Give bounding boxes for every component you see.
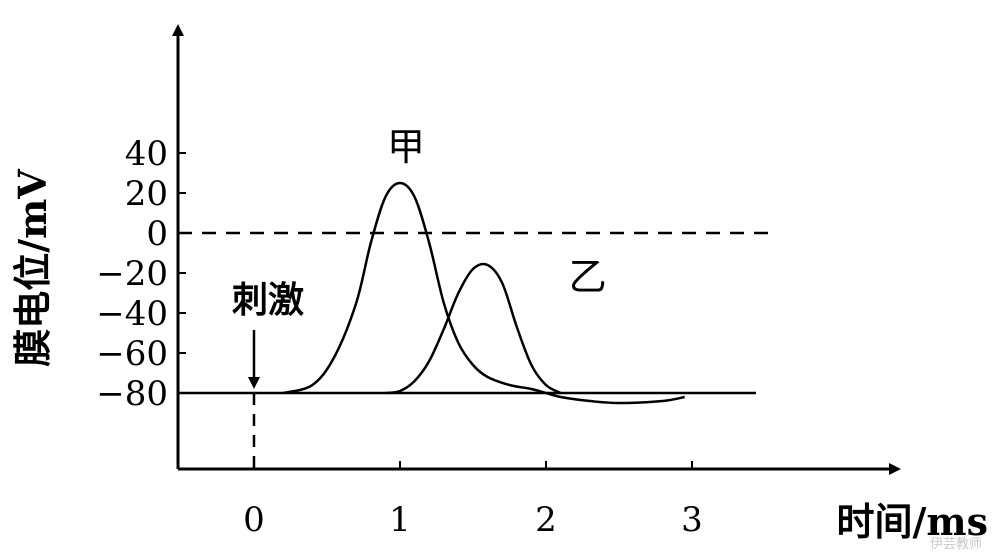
- x-tick-label: 3: [681, 500, 703, 540]
- series-label: 乙: [569, 255, 607, 299]
- y-tick-label: −80: [96, 374, 168, 414]
- series-line-jia: [282, 181, 685, 405]
- y-tick-label: −20: [96, 254, 168, 294]
- x-tick-label: 2: [535, 500, 557, 540]
- x-tick-label: 0: [243, 500, 265, 540]
- x-tick-label: 1: [389, 500, 411, 540]
- y-axis-title: 膜电位/mV: [10, 168, 55, 367]
- watermark: 伊芸教师: [930, 536, 982, 552]
- y-tick-label: −60: [96, 334, 168, 374]
- series-label: 甲: [387, 125, 425, 169]
- stimulus-label: 刺激: [232, 279, 304, 321]
- y-tick-label: 40: [125, 134, 168, 174]
- y-tick-label: 0: [146, 214, 168, 254]
- series-line-yi: [385, 262, 562, 395]
- x-axis-title: 时间/ms: [837, 499, 988, 544]
- y-tick-label: 20: [125, 174, 168, 214]
- y-tick-label: −40: [96, 294, 168, 334]
